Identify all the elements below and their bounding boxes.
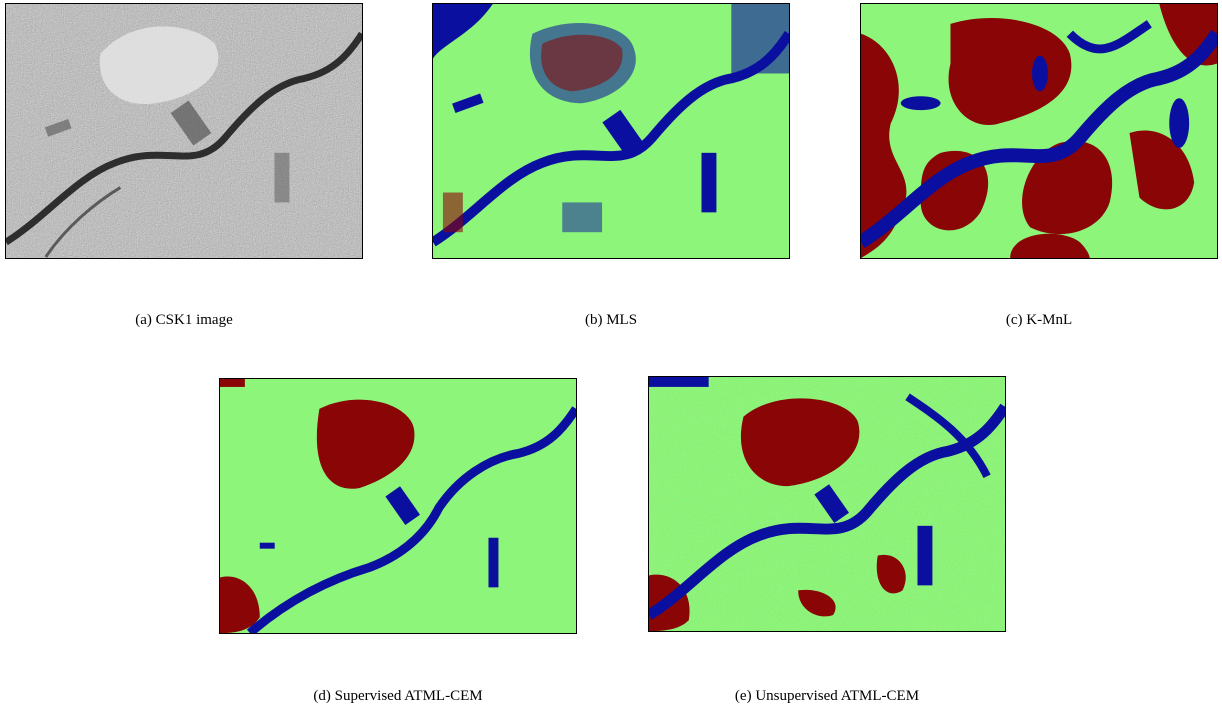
caption-b: (b) MLS xyxy=(584,312,638,328)
mls-classification-map xyxy=(433,4,789,258)
unsupervised-atml-cem-map-panel xyxy=(648,376,1006,632)
supervised-atml-cem-map xyxy=(220,379,576,633)
kmnl-classification-map xyxy=(861,4,1217,258)
caption-c: (c) K-MnL xyxy=(1005,312,1073,328)
caption-e: (e) Unsupervised ATML-CEM xyxy=(734,688,920,704)
sar-image-panel xyxy=(5,3,363,259)
unsupervised-atml-cem-map xyxy=(649,377,1005,631)
caption-d: (d) Supervised ATML-CEM xyxy=(313,688,483,704)
sar-image xyxy=(6,4,362,258)
mls-map-panel xyxy=(432,3,790,259)
kmnl-map-panel xyxy=(860,3,1218,259)
caption-a: (a) CSK1 image xyxy=(135,312,233,328)
supervised-atml-cem-map-panel xyxy=(219,378,577,634)
